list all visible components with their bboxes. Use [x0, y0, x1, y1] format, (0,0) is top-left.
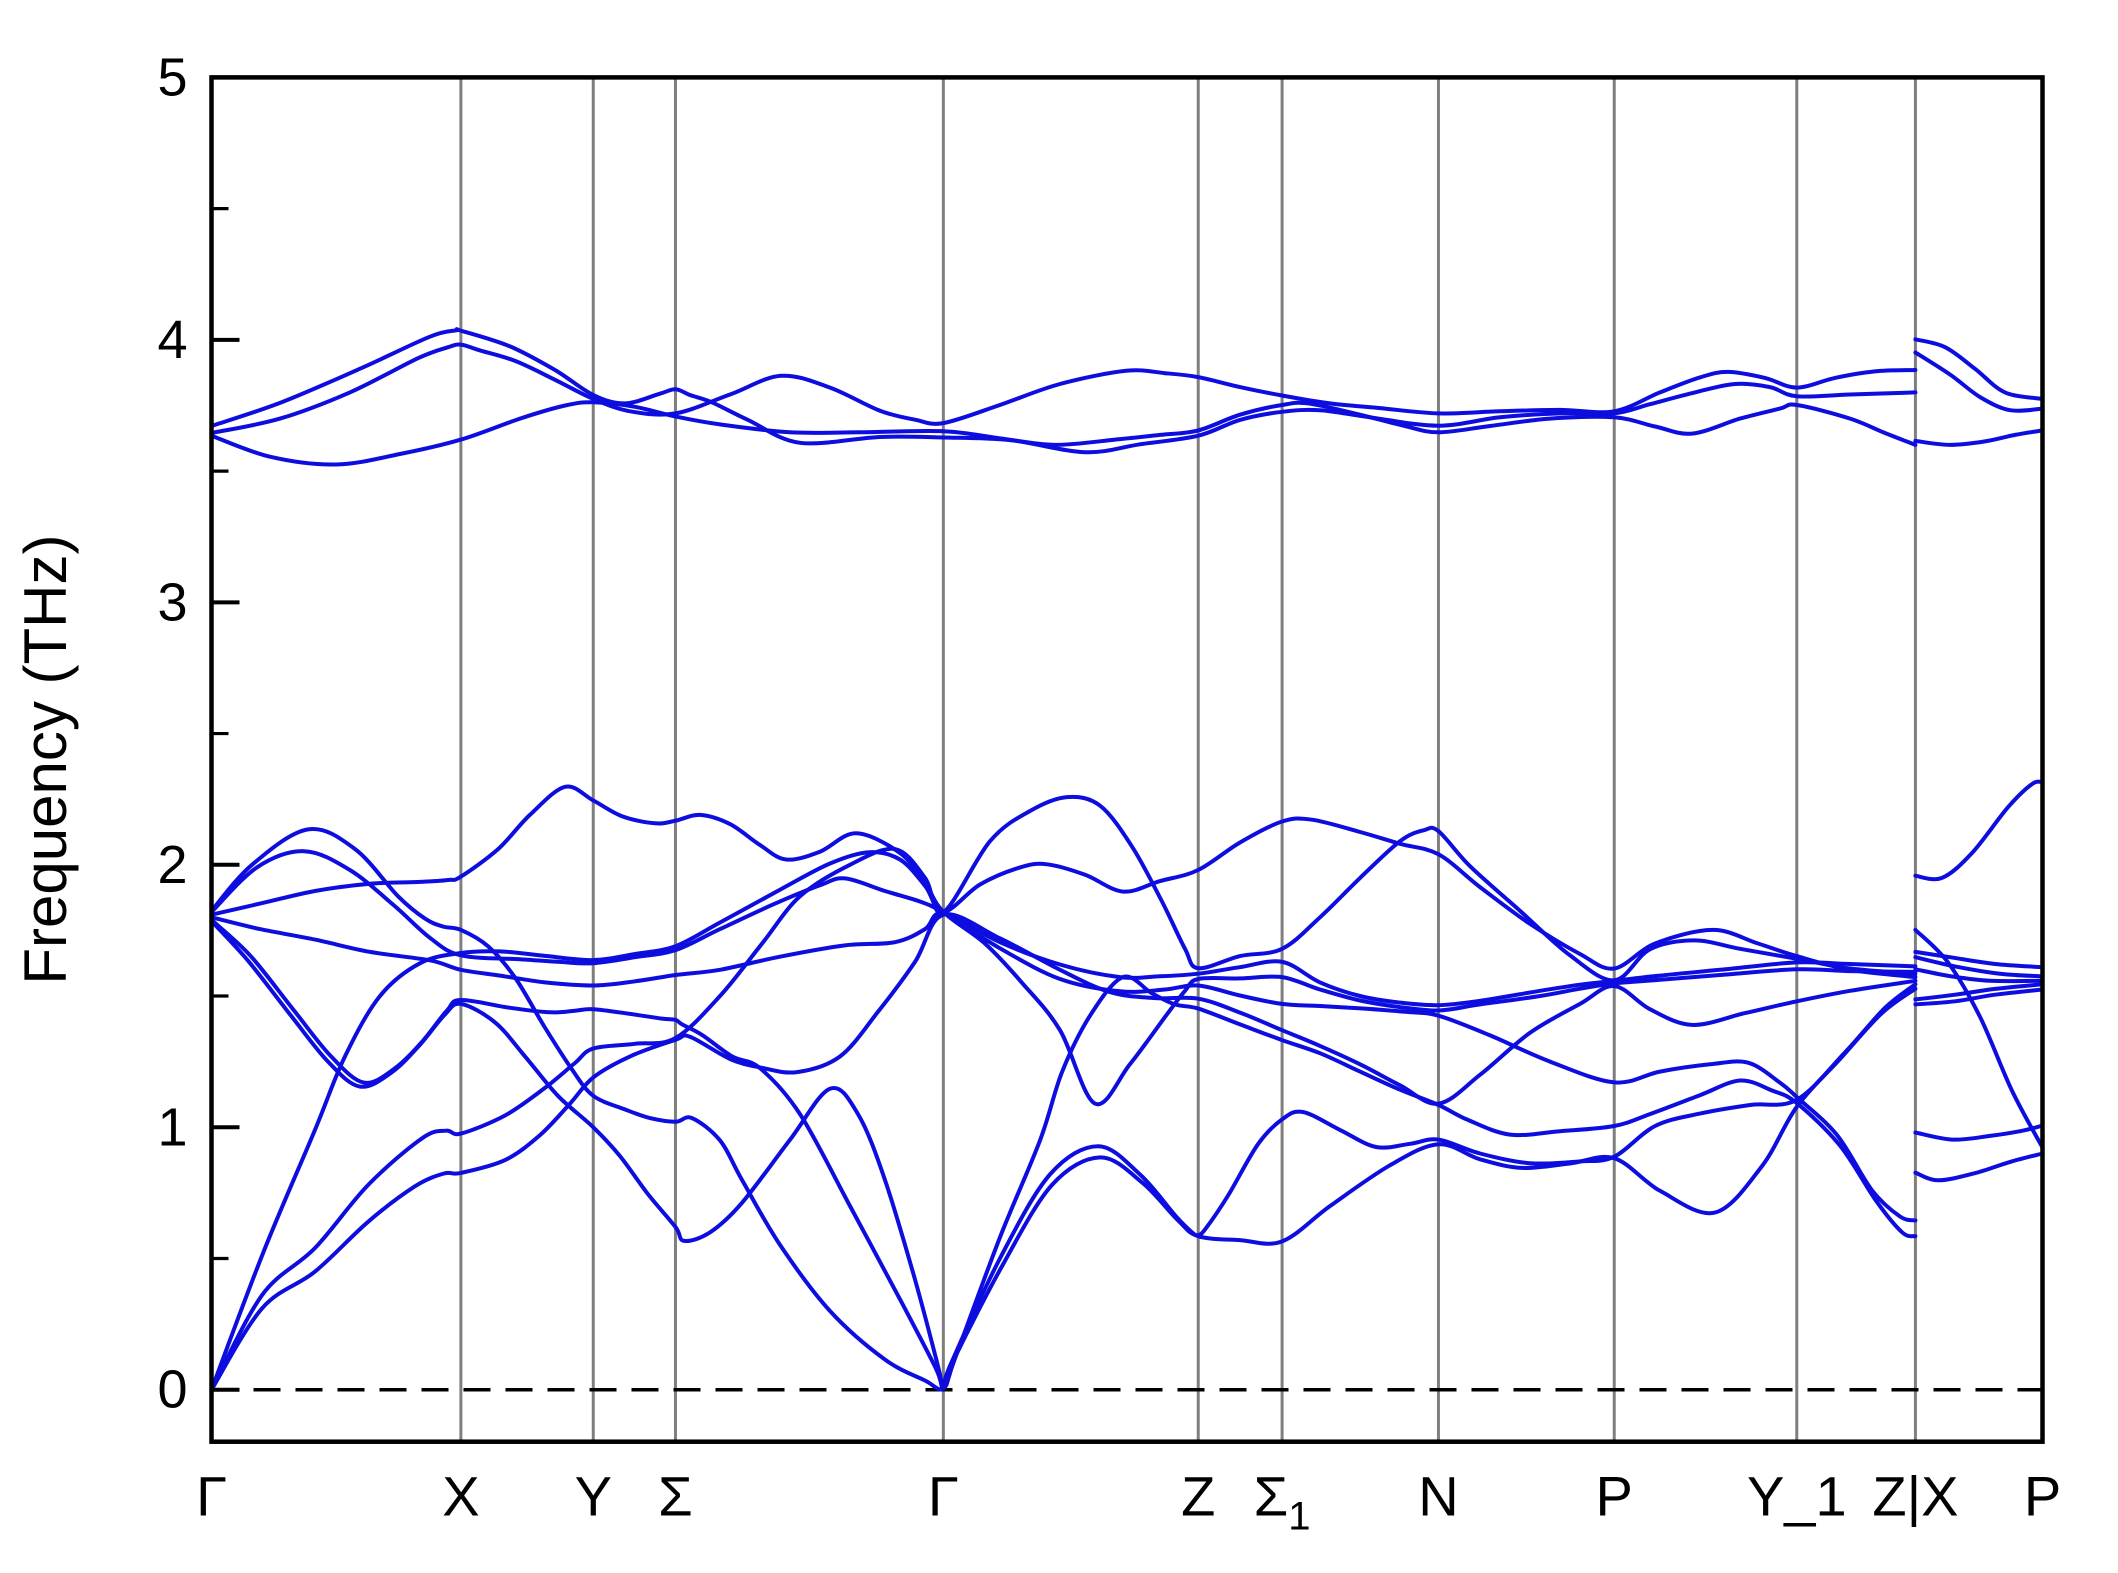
kpoint-label: Σ1: [1254, 1465, 1311, 1539]
band-8: [1913, 927, 2045, 1150]
y-axis-label: Frequency (THz): [12, 535, 79, 985]
band-7: [1913, 949, 2045, 970]
band-3: [209, 816, 1918, 1392]
kpoint-label: N: [1418, 1465, 1458, 1528]
y-tick-label: 3: [157, 572, 187, 632]
band-2: [1913, 1123, 2045, 1142]
band-8: [209, 827, 1918, 1392]
band-7: [209, 784, 1918, 1107]
band-6: [1913, 955, 2045, 979]
y-tick-label: 2: [157, 835, 187, 895]
band-2: [209, 794, 1918, 1392]
band-9: [1913, 779, 2045, 882]
kpoint-label: P: [1596, 1465, 1633, 1528]
band-5: [209, 917, 1918, 1391]
band-5: [1913, 967, 2045, 984]
band-1: [1913, 1151, 2045, 1183]
y-tick-label: 0: [157, 1360, 187, 1420]
kpoint-label: Z: [1181, 1465, 1215, 1528]
kpoint-label: P: [2024, 1465, 2061, 1528]
y-tick-label: 5: [157, 47, 187, 107]
band-1: [209, 912, 1918, 1392]
kpoint-label: Γ: [196, 1465, 227, 1528]
band-11: [209, 342, 1918, 435]
band-3: [1913, 987, 2045, 1007]
band-11: [1913, 350, 2045, 413]
band-12: [209, 327, 1918, 455]
band-12: [1913, 337, 2045, 401]
kpoint-label: Y: [575, 1465, 612, 1528]
kpoint-label: Z|X: [1872, 1465, 1958, 1528]
kpoint-label: Γ: [928, 1465, 959, 1528]
y-tick-label: 4: [157, 310, 187, 370]
kpoint-label: Σ: [658, 1465, 693, 1528]
axes-frame: [209, 75, 2045, 1444]
band-6: [209, 911, 1918, 1008]
kpoint-label: X: [442, 1465, 479, 1528]
band-4: [209, 919, 1918, 1391]
band-10: [1913, 428, 2045, 447]
band-4: [1913, 982, 2045, 1002]
band-9: [209, 849, 1918, 1223]
band-10: [209, 400, 1918, 467]
kpoint-label: Y_1: [1747, 1465, 1847, 1528]
y-tick-label: 1: [157, 1097, 187, 1157]
